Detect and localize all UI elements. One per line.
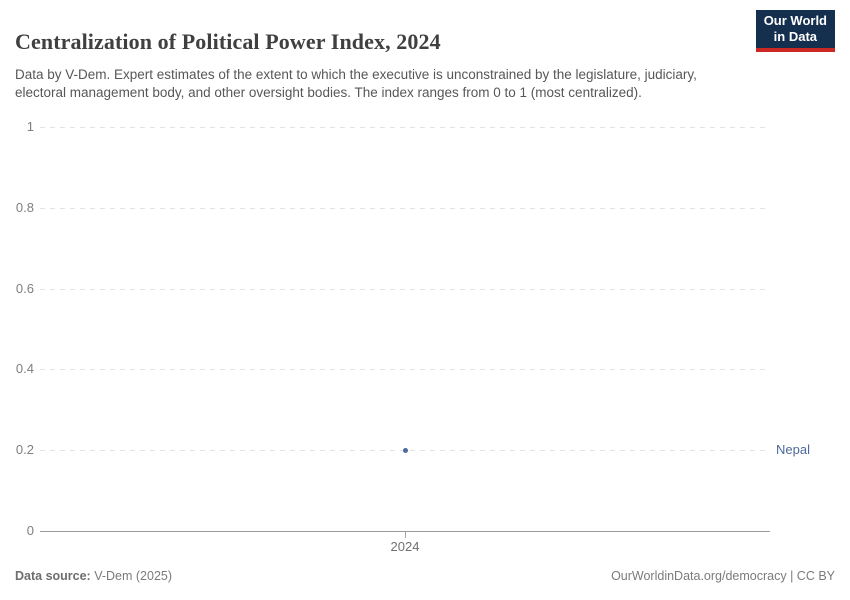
y-axis-tick-label: 1 — [26, 119, 34, 134]
owid-logo-line2: in Data — [773, 29, 818, 44]
owid-logo-line1: Our World — [763, 13, 827, 28]
y-gridline — [40, 369, 770, 370]
chart-title: Centralization of Political Power Index,… — [15, 28, 441, 54]
y-gridline — [40, 208, 770, 209]
y-axis-tick-label: 0.4 — [15, 361, 34, 376]
footer-links: OurWorldinData.org/democracy | CC BY — [611, 569, 835, 583]
owid-logo[interactable]: Our World in Data — [755, 10, 835, 52]
data-source-label: Data source: — [15, 569, 91, 583]
y-gridline — [40, 127, 770, 128]
license-link[interactable]: CC BY — [796, 569, 835, 583]
series-label-nepal[interactable]: Nepal — [776, 442, 810, 457]
chart-subtitle: Data by V-Dem. Expert estimates of the e… — [15, 66, 697, 101]
y-axis-tick-label: 0.8 — [15, 200, 34, 215]
owid-url-link[interactable]: OurWorldinData.org/democracy — [611, 569, 787, 583]
data-source-note: Data source: V-Dem (2025) — [15, 569, 172, 583]
y-axis-tick-label: 0.2 — [15, 442, 34, 457]
footer-separator: | — [786, 569, 797, 583]
y-axis-tick-label: 0 — [26, 523, 34, 538]
data-source-value: V-Dem (2025) — [90, 569, 173, 583]
x-axis-tick — [405, 532, 406, 538]
data-point-nepal[interactable] — [403, 448, 408, 453]
x-axis-tick-label: 2024 — [390, 539, 420, 554]
y-axis-tick-label: 0.6 — [15, 281, 34, 296]
x-axis-baseline — [40, 531, 770, 532]
y-gridline — [40, 289, 770, 290]
